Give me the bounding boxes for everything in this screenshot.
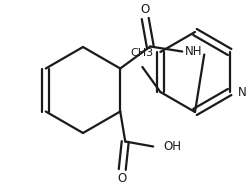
Text: O: O	[117, 172, 126, 185]
Text: NH: NH	[184, 45, 202, 58]
Text: CH3: CH3	[130, 48, 153, 58]
Text: OH: OH	[162, 140, 180, 153]
Text: N: N	[237, 85, 246, 98]
Text: O: O	[140, 3, 149, 16]
